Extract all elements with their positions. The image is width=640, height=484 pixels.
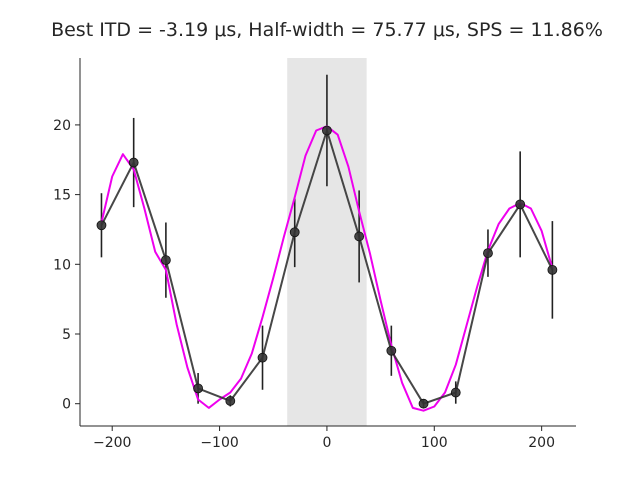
x-tick-label: −200 [93, 435, 131, 451]
x-tick-label: 200 [528, 435, 555, 451]
data-point [289, 227, 300, 238]
x-tick-label: 0 [322, 435, 331, 451]
x-tick-label: 100 [421, 435, 448, 451]
data-point [515, 199, 526, 210]
data-point [418, 398, 429, 409]
data-point [160, 255, 171, 266]
data-point [483, 248, 493, 259]
data-point [547, 264, 558, 275]
data-point [193, 383, 203, 394]
data-point [96, 220, 107, 231]
y-tick-label: 15 [53, 188, 71, 204]
data-point [354, 231, 365, 242]
data-point [386, 345, 397, 356]
chart-title: Best ITD = -3.19 μs, Half-width = 75.77 … [51, 19, 603, 41]
plot-area: −200 −100 0 100 200 0 5 10 15 20 [53, 58, 576, 451]
y-tick-label: 20 [53, 118, 71, 134]
data-point [322, 125, 332, 136]
data-point [225, 396, 236, 406]
x-tick-label: −100 [200, 435, 238, 451]
data-point [450, 387, 461, 398]
y-tick-label: 0 [62, 397, 71, 413]
data-point [128, 157, 139, 168]
y-tick-label: 10 [53, 257, 71, 273]
data-point [257, 352, 268, 363]
y-tick-label: 5 [62, 327, 71, 343]
